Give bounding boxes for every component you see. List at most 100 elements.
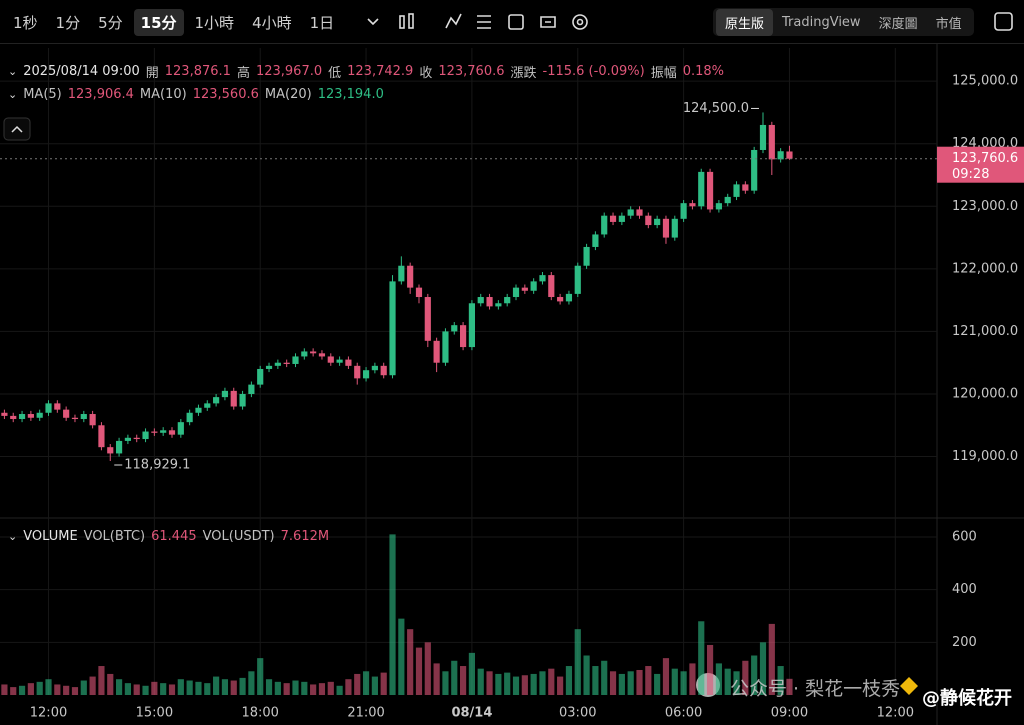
y-tick-label: 125,000.0 [952,74,1018,89]
watermark: @静候花开 [922,688,1012,709]
view-tabs: 原生版 TradingView 深度圖 市值 [713,8,974,36]
volume-bar [407,629,414,695]
volume-bar [424,642,431,695]
candle-body [759,124,767,150]
chevron[interactable]: ⌄ [8,88,18,101]
candle-body [151,431,158,433]
volume-tick-label: 400 [952,582,977,597]
legend-value: 123,194.0 [317,87,384,102]
volume-bar [371,676,378,695]
volume-bar [495,673,502,695]
candle-body [292,356,299,364]
view-tab[interactable]: 原生版 [716,8,774,36]
legend-value: 123,742.9 [347,64,414,79]
candle-body [539,275,546,282]
candle-body [45,403,52,413]
candle-body [160,430,167,433]
x-tick-label: 12:00 [30,706,67,721]
candle-body [442,331,449,363]
legend-key: MA(20) [264,87,312,102]
candle-body [230,390,237,407]
volume-bar [627,671,634,695]
volume-bar [592,666,599,695]
volume-bar [292,680,299,695]
candle-body [777,151,784,160]
volume-bar [27,683,34,695]
volume-bar [645,666,652,695]
interval-tab[interactable]: 5分 [98,14,123,32]
chevron[interactable]: ⌄ [8,65,18,78]
grid [0,48,937,695]
legend-key: MA(10) [139,87,187,102]
interval-tab[interactable]: 1日 [309,14,335,32]
volume-bar [124,683,131,695]
candle-body [27,414,34,418]
volume-bar [609,671,617,695]
volume-legend: ⌄ VOLUME VOL(BTC) 61.445 VOL(USDT) 7.612M [8,529,329,544]
y-tick-label: 119,000.0 [952,449,1018,464]
max-label: 124,500.0 [683,101,749,116]
volume-bar [486,671,493,695]
countdown: 09:28 [952,167,989,182]
candle-body [706,171,714,210]
volume-tick-label: 200 [952,635,977,650]
volume-bar [477,668,484,695]
candle-body [239,393,246,407]
toolbar-icons[interactable] [367,12,1013,31]
candle-body [654,218,661,226]
volume-bar [142,685,149,695]
chevron[interactable]: ⌄ [8,530,18,543]
volume-bar [751,655,758,695]
volume-bar [318,683,326,695]
interval-tab[interactable]: 4小時 [252,14,292,32]
candle-body [433,340,440,363]
volume-bar [36,681,43,695]
view-tab[interactable]: 市值 [935,16,962,32]
view-tab[interactable]: TradingView [782,14,861,30]
volume-bar [310,684,317,695]
candle-body [768,124,775,160]
volume-bar [460,666,467,695]
volume-bar [354,673,361,695]
candle-body [415,287,423,298]
candle-body [733,184,740,197]
candle-body [310,351,317,354]
candle-body [724,196,731,204]
volume-bar [706,644,714,695]
candle-body [468,303,475,348]
interval-tab[interactable]: 1秒 [13,14,38,32]
legend-key: 漲跌 [510,66,537,81]
volume-bar [574,629,581,695]
legend-key: MA(5) [23,87,62,102]
legend-value: -115.6 (-0.09%) [542,64,645,79]
last-price-box [937,146,1024,183]
collapse-button[interactable] [3,117,31,141]
candle-body [504,297,511,304]
candle-body [327,356,334,363]
legend-key: 高 [236,66,250,81]
volume-bar [512,676,520,695]
candle-body [698,171,705,207]
interval-tab[interactable]: 1分 [55,14,81,32]
view-tab[interactable]: 深度圖 [878,16,918,32]
candle-body [274,362,281,366]
volume-bar [63,685,70,695]
x-tick-label: 03:00 [559,706,596,721]
volume-bar [204,683,211,695]
volume-bar [724,668,731,695]
volume-bar [115,679,123,695]
candle-body [80,414,87,420]
volume-bar [380,672,387,695]
volume-bar [777,666,784,695]
interval-tab[interactable]: 1小時 [194,14,235,32]
x-tick-label: 12:00 [877,706,914,721]
candle-body [609,215,617,222]
x-tick-label: 15:00 [136,706,173,721]
volume-bar [362,671,370,695]
volume-bar [213,676,220,695]
candle-body [221,390,229,398]
volume-bar [133,684,140,695]
interval-tab[interactable]: 15分 [133,9,184,36]
volume-bar [45,679,52,695]
